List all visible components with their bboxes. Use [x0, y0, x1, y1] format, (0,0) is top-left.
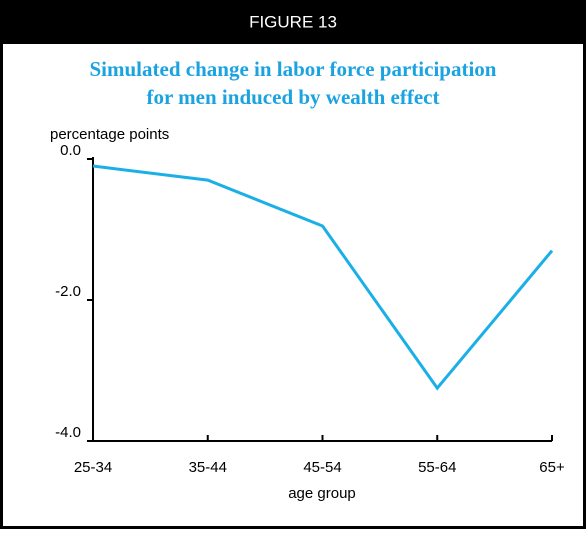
x-tick-label: 55-64: [418, 459, 456, 476]
chart-subtitle: for men induced by wealth effect: [147, 85, 440, 109]
y-tick-label: -4.0: [55, 424, 81, 441]
x-tick-label: 25-34: [74, 459, 112, 476]
y-tick-label: -2.0: [55, 283, 81, 300]
data-line: [92, 164, 554, 391]
x-tick-label: 65+: [539, 459, 565, 476]
y-tick-label: 0.0: [60, 142, 81, 159]
x-axis-label: age group: [288, 485, 356, 502]
header: FIGURE 13: [249, 12, 337, 31]
x-tick-label: 35-44: [189, 459, 227, 476]
chart-title: Simulated change in labor force particip…: [90, 57, 497, 81]
y-axis-label: percentage points: [50, 126, 169, 143]
header-bar: [0, 0, 586, 44]
x-tick-label: 45-54: [303, 459, 341, 476]
